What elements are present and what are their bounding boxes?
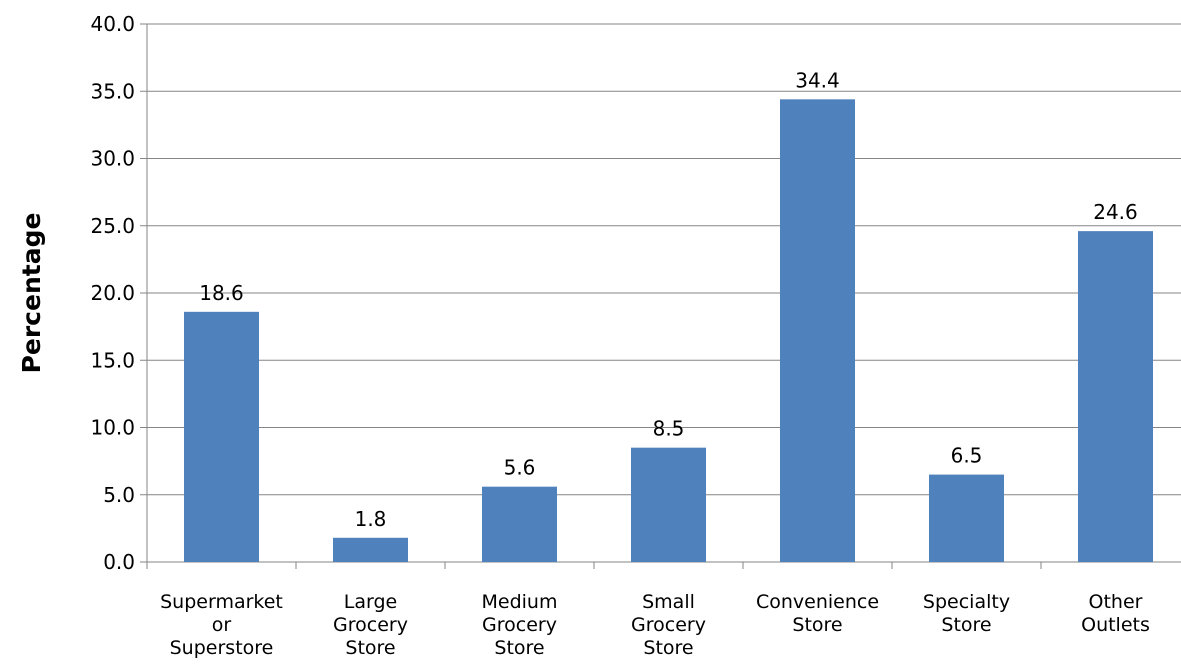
y-tick-label: 10.0 <box>90 416 135 440</box>
category-label-line: Store <box>494 637 544 659</box>
data-label: 24.6 <box>1093 200 1138 224</box>
category-label-line: Specialty <box>923 591 1010 613</box>
data-label: 6.5 <box>951 444 983 468</box>
y-tick-label: 20.0 <box>90 281 135 305</box>
bar <box>631 447 706 562</box>
category-label-line: Grocery <box>631 614 706 636</box>
y-tick-label: 0.0 <box>103 550 135 574</box>
category-label-line: Large <box>344 591 397 613</box>
category-label: Specialty Store <box>923 591 1010 636</box>
y-tick-label: 30.0 <box>90 147 135 171</box>
data-label: 8.5 <box>653 417 685 441</box>
data-label: 18.6 <box>199 281 244 305</box>
category-label: Medium Grocery Store <box>482 591 558 659</box>
category-label-line: Store <box>941 614 991 636</box>
category-label-line: Store <box>345 637 395 659</box>
category-label-line: Store <box>643 637 693 659</box>
category-label-line: Grocery <box>482 614 557 636</box>
data-label: 34.4 <box>795 68 840 92</box>
category-label-line: Outlets <box>1081 614 1150 636</box>
category-label-line: or <box>212 614 232 636</box>
bar <box>780 99 855 562</box>
bar <box>333 537 408 562</box>
y-tick-label: 25.0 <box>90 214 135 238</box>
bar <box>184 311 259 562</box>
data-label: 5.6 <box>504 456 536 480</box>
bar <box>1078 231 1153 562</box>
data-label: 1.8 <box>355 507 387 531</box>
category-label-line: Store <box>792 614 842 636</box>
category-label-line: Medium <box>482 591 558 613</box>
category-label: Small Grocery Store <box>631 591 706 659</box>
gridlines <box>147 23 1181 496</box>
bar <box>482 486 557 562</box>
y-tick-label: 5.0 <box>103 483 135 507</box>
category-label-line: Convenience <box>756 591 879 613</box>
y-tick-label: 15.0 <box>90 348 135 372</box>
category-label: Large Grocery Store <box>333 591 408 659</box>
category-label-line: Superstore <box>170 637 274 659</box>
category-label-line: Other <box>1089 591 1143 613</box>
category-label: Supermarket or Superstore <box>160 591 283 659</box>
y-axis-title: Percentage <box>17 213 46 374</box>
y-tick-labels: 0.0 5.0 10.0 15.0 20.0 25.0 30.0 35.0 40.0 <box>90 12 135 574</box>
category-label-line: Small <box>642 591 695 613</box>
category-label: Convenience Store <box>756 591 879 636</box>
y-tick-label: 35.0 <box>90 79 135 103</box>
category-label-line: Supermarket <box>160 591 283 613</box>
category-label: Other Outlets <box>1081 591 1150 636</box>
y-tick-label: 40.0 <box>90 12 135 36</box>
category-label-line: Grocery <box>333 614 408 636</box>
bar <box>929 474 1004 562</box>
data-labels: 18.6 1.8 5.6 8.5 34.4 6.5 24.6 <box>199 68 1138 530</box>
bars <box>184 99 1153 562</box>
